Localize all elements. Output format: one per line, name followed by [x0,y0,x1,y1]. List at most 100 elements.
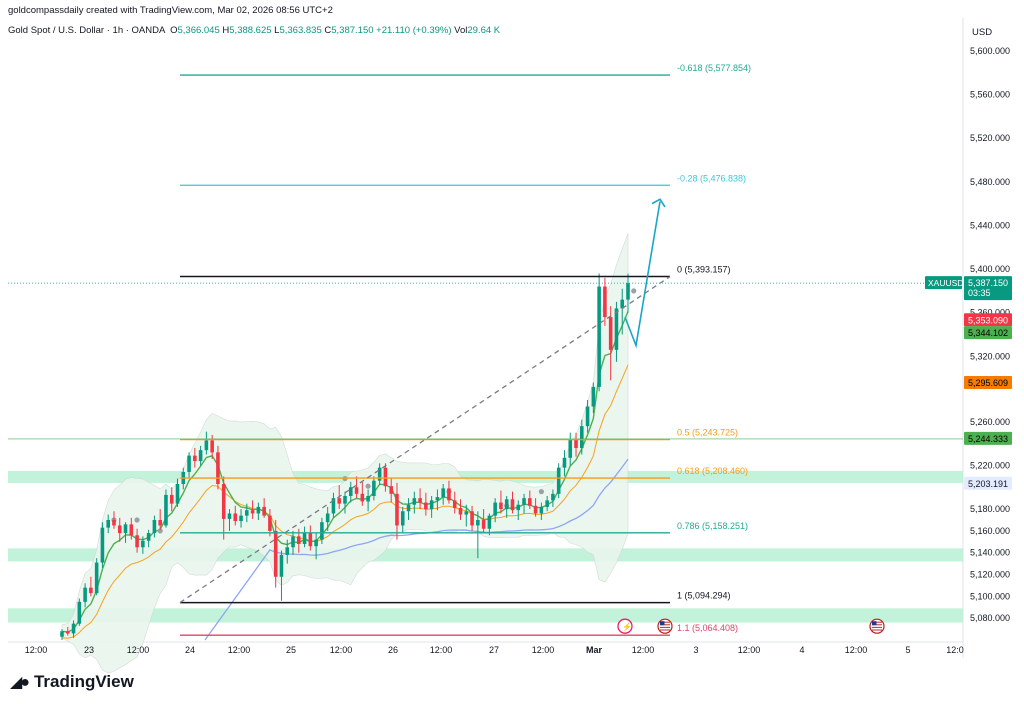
x-tick-label: 12:00 [632,645,655,655]
candle-body [158,520,162,526]
candle-body [146,533,151,541]
candle-body [608,317,613,350]
price-badge [964,326,1012,340]
candle-body [562,457,567,468]
y-tick-label: 5,120.000 [970,570,1010,580]
candle-body [71,623,76,634]
low-label: L [274,25,280,36]
candle-body [556,467,561,494]
candle-body [233,513,238,522]
candle-body [458,508,463,515]
tradingview-logo-icon: ◢● [10,674,30,691]
candle-body [533,505,538,514]
candle-body [441,488,445,498]
candle-body [424,502,428,510]
brand-name: TradingView [33,672,134,691]
candle-body [308,533,313,547]
y-tick-label: 5,400.000 [970,264,1010,274]
price-badge-value: 5,295.609 [968,378,1008,388]
last-price-value: 5,387.150 [968,278,1008,288]
candle-body [204,440,209,451]
chart-creator-note: goldcompassdaily created with TradingVie… [8,5,333,16]
fib-level-label: 1.1 (5,064.408) [677,623,738,633]
y-tick-label: 5,600.000 [970,46,1010,56]
candle-body [585,406,590,427]
price-badge-value: 5,344.102 [968,328,1008,338]
y-tick-label: 5,160.000 [970,526,1010,536]
x-tick-label: 3 [693,645,698,655]
symbol-name[interactable]: Gold Spot / U.S. Dollar · 1h · OANDA [8,25,165,36]
candle-body [452,500,457,508]
x-tick-label: 23 [84,645,94,655]
candle-body [320,522,324,540]
candle-body [141,540,145,548]
candle-body [418,498,422,503]
signal-dot [134,517,140,523]
x-tick-label: 24 [185,645,195,655]
x-tick-label: 12:00 [532,645,555,655]
candle-body [470,511,474,526]
candle-body [77,601,82,624]
open-value: 5,366.045 [177,25,220,36]
candle-body [551,493,555,501]
price-badge [964,476,1012,490]
y-tick-label: 5,180.000 [970,504,1010,514]
candle-body [187,455,191,472]
symbol-badge [925,276,962,290]
candle-body [487,515,492,529]
candle-body [65,631,70,634]
candle-body [325,513,330,523]
price-badge-value: 5,244.333 [968,434,1008,444]
candle-body [175,484,180,504]
projection-path[interactable] [624,201,661,349]
flag-canton [872,621,877,626]
fib-level-label: 0.5 (5,243.725) [677,428,738,438]
candle-body [360,493,365,502]
price-badge [964,313,1012,327]
signal-dot [365,483,371,489]
candle-body [169,494,174,504]
bar-countdown: 03:35 [968,288,991,298]
x-tick-label: 25 [286,645,296,655]
candle-body [100,527,105,563]
candle-body [435,497,440,501]
candle-body [603,286,607,318]
candle-body [117,525,122,534]
candle-body [481,520,486,529]
x-tick-label: 26 [388,645,398,655]
candle-body [60,631,64,637]
change-value: +21.110 (+0.39%) [376,25,452,36]
candle-body [545,500,549,507]
x-tick-label: 12:00 [430,645,453,655]
candle-body [250,510,255,514]
candle-body [94,562,99,594]
candle-body [499,502,503,510]
fib-trend-line[interactable] [179,276,671,604]
candle-body [366,496,370,502]
candle-body [297,536,301,544]
candle-body [193,455,197,462]
candle-body [221,484,226,519]
ema-mid-line [61,364,629,639]
y-tick-label: 5,260.000 [970,417,1010,427]
x-tick-label: 12:00 [738,645,761,655]
event-icon[interactable] [617,618,633,634]
candle-body [464,511,469,515]
fib-level-label: 1 (5,094.294) [677,591,731,601]
candle-body [510,499,515,511]
symbol-header: Gold Spot / U.S. Dollar · 1h · OANDA O5,… [8,25,500,36]
low-value: 5,363.835 [279,25,322,36]
signal-dot [157,528,163,534]
y-tick-label: 5,360.000 [970,308,1010,318]
candle-body [580,426,584,448]
candle-body [348,487,353,496]
x-tick-label: 12:00 [330,645,353,655]
fib-level-label: 0.786 (5,158.251) [677,521,748,531]
candle-body [302,533,307,544]
candle-body [291,536,295,548]
candle-body [377,467,382,481]
last-price-badge [964,276,1012,301]
y-tick-label: 5,080.000 [970,613,1010,623]
candle-body [129,524,134,536]
